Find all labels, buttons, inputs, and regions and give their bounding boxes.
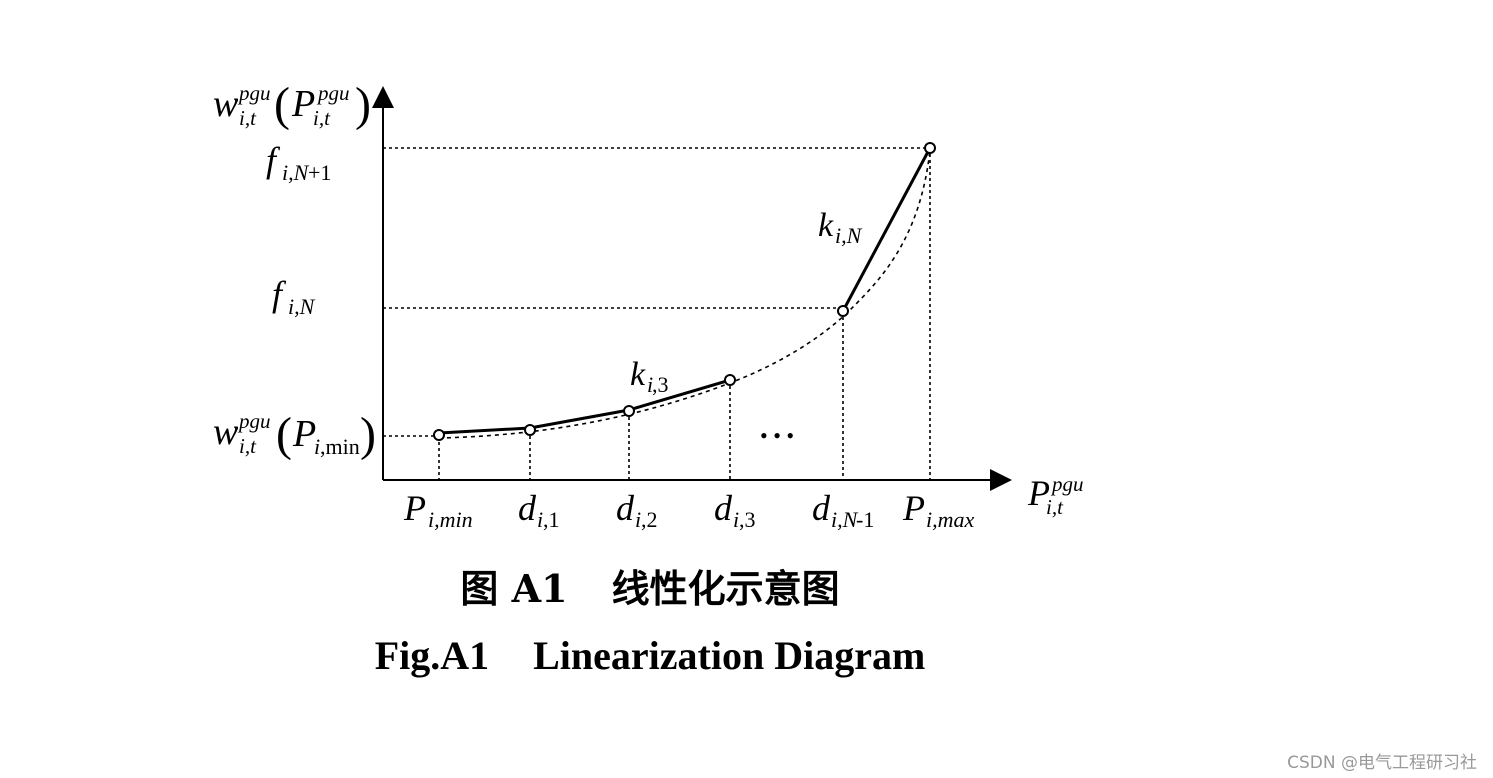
x-tick-d2: d i ,2 [616, 488, 658, 532]
y-tick-f-n1: f i,N +1 [266, 140, 331, 185]
x-tick-d1: d i ,1 [518, 488, 560, 532]
breakpoint-dn1 [837, 305, 849, 317]
breakpoint-d1 [524, 424, 536, 436]
breakpoint-d3 [724, 374, 736, 386]
breakpoint-pmin [433, 429, 445, 441]
slope-label-k3: k i ,3 [630, 356, 669, 397]
svg-text:d: d [616, 488, 635, 528]
svg-text:i: i [635, 507, 641, 532]
svg-text:(: ( [274, 78, 290, 131]
svg-text:): ) [360, 408, 376, 461]
segment-2 [529, 408, 630, 430]
svg-text:w: w [213, 411, 239, 453]
svg-text:i,t: i,t [239, 106, 257, 130]
svg-text:pgu: pgu [1050, 472, 1084, 496]
y-axis-arrow-icon [372, 86, 394, 108]
svg-text:,3: ,3 [652, 372, 669, 397]
svg-text:-1: -1 [856, 507, 874, 532]
svg-text:k: k [630, 356, 646, 393]
svg-text:f: f [266, 140, 281, 180]
svg-text:(: ( [276, 408, 292, 461]
svg-text:d: d [518, 488, 537, 528]
y-tick-w-min: w pgu i,t ( P i ,min ) [213, 408, 376, 461]
svg-text:pgu: pgu [237, 409, 271, 433]
svg-text:i,max: i,max [926, 507, 975, 532]
caption-english: Fig.A1 Linearization Diagram [0, 632, 1300, 679]
svg-text:i,t: i,t [239, 434, 257, 458]
svg-text:w: w [213, 83, 239, 125]
breakpoint-d2 [623, 405, 635, 417]
svg-text:i: i [314, 434, 320, 459]
slope-label-kn: k i,N [818, 207, 863, 248]
svg-text:i: i [733, 507, 739, 532]
segment-1 [438, 426, 531, 435]
svg-text:,min: ,min [320, 434, 360, 459]
svg-text:P: P [291, 83, 315, 125]
svg-text:P: P [403, 488, 426, 528]
svg-text:f: f [272, 274, 287, 314]
breakpoint-pmax [924, 142, 936, 154]
x-axis-arrow-icon [990, 469, 1012, 491]
svg-text:i,N: i,N [831, 507, 859, 532]
svg-text:i,min: i,min [428, 507, 473, 532]
svg-text:+1: +1 [308, 160, 331, 185]
caption-chinese: 图 A1 线性化示意图 [0, 558, 1300, 613]
svg-text:k: k [818, 207, 834, 244]
caption-cn-prefix: 图 A1 [460, 566, 568, 611]
svg-text:pgu: pgu [237, 81, 271, 105]
x-tick-d3: d i ,3 [714, 488, 756, 532]
svg-text:pgu: pgu [316, 81, 350, 105]
caption-en-prefix: Fig.A1 [374, 633, 490, 678]
svg-text:i,N: i,N [282, 160, 310, 185]
caption-cn-title: 线性化示意图 [611, 566, 840, 611]
y-axis-label: w pgu i,t ( P pgu i,t ) [213, 78, 371, 131]
svg-text:i: i [647, 372, 653, 397]
segment-3 [628, 378, 731, 412]
svg-text:P: P [902, 488, 925, 528]
x-tick-pmax: P i,max [902, 488, 975, 532]
y-tick-f-n: f i,N [272, 274, 316, 319]
svg-text:i,N: i,N [288, 294, 316, 319]
x-axis-label: P pgu i,t [1027, 472, 1084, 519]
x-tick-dn1: d i,N -1 [812, 488, 874, 532]
svg-text:i,N: i,N [835, 223, 863, 248]
svg-text:i,t: i,t [1046, 495, 1064, 519]
svg-text:d: d [812, 488, 831, 528]
svg-text:): ) [355, 78, 371, 131]
svg-text:i: i [537, 507, 543, 532]
svg-text:P: P [292, 413, 316, 455]
svg-text:,3: ,3 [739, 507, 756, 532]
segment-n [841, 147, 932, 312]
watermark: CSDN @电气工程研习社 [1287, 753, 1477, 773]
ellipsis: • • • [760, 423, 794, 448]
svg-text:i,t: i,t [313, 106, 331, 130]
x-tick-pmin: P i,min [403, 488, 473, 532]
svg-text:P: P [1027, 473, 1050, 513]
svg-text:,1: ,1 [543, 507, 560, 532]
svg-text:,2: ,2 [641, 507, 658, 532]
caption-en-title: Linearization Diagram [533, 633, 926, 678]
svg-text:d: d [714, 488, 733, 528]
